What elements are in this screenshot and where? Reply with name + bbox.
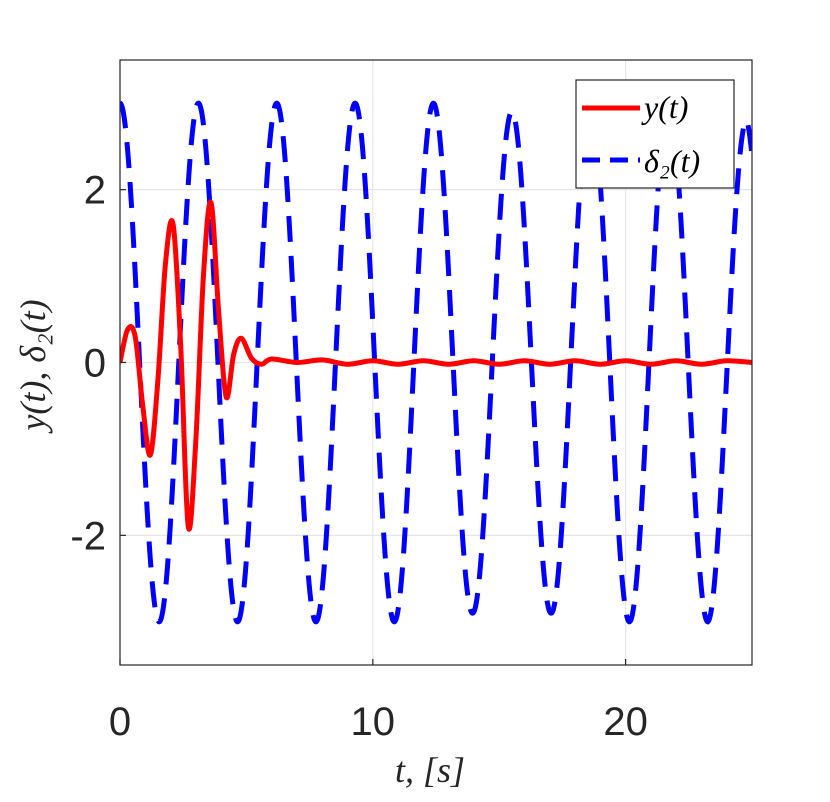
x-tick-label: 0 xyxy=(109,700,131,744)
y-tick-label: 0 xyxy=(84,342,106,386)
series-delta2-line xyxy=(120,100,752,625)
y-axis-label: y(t), δ₂(t) xyxy=(13,299,53,433)
series-layer xyxy=(120,100,752,625)
legend-label-y: y(t) xyxy=(641,89,688,125)
series-y-line xyxy=(120,199,752,532)
y-tick-label: -2 xyxy=(70,514,106,558)
legend: y(t) δ₂(t) xyxy=(575,79,735,189)
legend-label-delta: δ₂(t) xyxy=(644,143,700,179)
x-axis-label: t, [s] xyxy=(395,750,465,790)
x-ticks: 0 10 20 xyxy=(109,659,648,744)
y-ticks: -2 0 2 xyxy=(70,169,126,558)
x-tick-label: 20 xyxy=(603,700,648,744)
x-tick-label: 10 xyxy=(351,700,396,744)
legend-box xyxy=(575,79,735,189)
y-tick-label: 2 xyxy=(84,169,106,213)
